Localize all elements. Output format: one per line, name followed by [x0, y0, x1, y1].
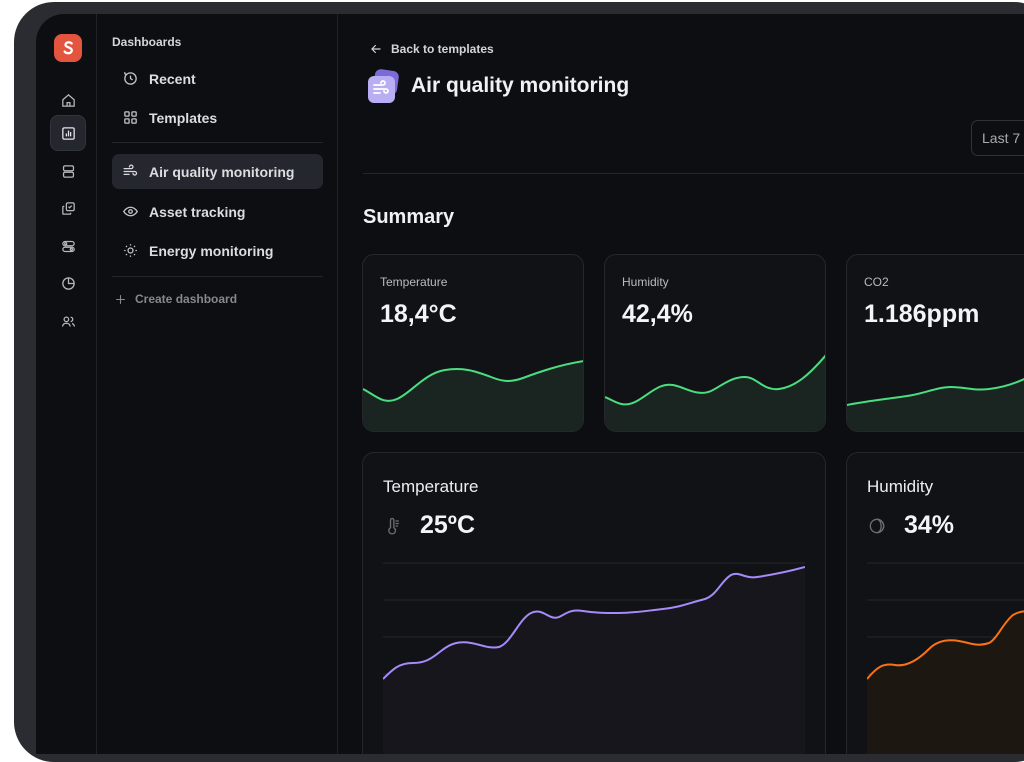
copy-check-icon: [61, 201, 75, 215]
users-icon: [61, 315, 75, 327]
thermometer-icon: [388, 517, 399, 535]
sidebar-item-label: Recent: [149, 70, 196, 87]
rail-dashboards[interactable]: [50, 115, 86, 151]
rail-home[interactable]: [50, 82, 86, 118]
sidebar-divider: [112, 142, 323, 143]
sidebar-item-energy[interactable]: Energy monitoring: [112, 233, 323, 268]
sidebar-divider: [112, 276, 323, 277]
sidebar-item-label: Air quality monitoring: [149, 163, 295, 180]
back-label: Back to templates: [391, 42, 494, 56]
wind-icon: [123, 164, 138, 176]
home-icon: [61, 93, 75, 107]
database-icon: [62, 164, 74, 178]
sidebar-item-label: Energy monitoring: [149, 242, 274, 259]
rail-data[interactable]: [50, 153, 86, 189]
dashboard-template-icon: [368, 69, 399, 103]
sidebar-item-recent[interactable]: Recent: [112, 61, 323, 96]
detail-value: 34%: [904, 511, 955, 539]
sidebar-heading: Dashboards: [112, 35, 182, 49]
bar-chart-icon: [61, 126, 75, 140]
logo-icon: [63, 41, 73, 55]
summary-heading: Summary: [363, 206, 455, 228]
co2-sparkline: [847, 378, 1024, 431]
detail-value: 25ºC: [420, 511, 475, 539]
humidity-line-chart: [867, 562, 1024, 754]
clock-icon: [124, 72, 137, 85]
create-dashboard-label: Create dashboard: [135, 292, 238, 306]
plus-icon: [116, 294, 125, 304]
kpi-value: 42,4%: [622, 300, 693, 328]
kpi-value: 1.186ppm: [864, 300, 980, 328]
kpi-value: 18,4°C: [380, 300, 457, 328]
sidebar-item-air-quality[interactable]: Air quality monitoring: [112, 154, 323, 189]
kpi-card-co2[interactable]: CO2 1.186ppm: [846, 254, 1024, 432]
toggles-icon: [61, 240, 75, 252]
temperature-sparkline: [363, 360, 583, 431]
page-title: Air quality monitoring: [411, 74, 630, 97]
back-to-templates-link[interactable]: Back to templates: [369, 42, 494, 56]
grid-icon: [124, 111, 137, 124]
sidebar-item-asset-tracking[interactable]: Asset tracking: [112, 194, 323, 229]
kpi-card-humidity[interactable]: Humidity 42,4%: [604, 254, 826, 432]
temperature-line-chart: [383, 562, 805, 754]
rail-rules[interactable]: [50, 190, 86, 226]
pie-chart-icon: [61, 276, 75, 290]
kpi-label: Temperature: [380, 275, 448, 289]
moon-phase-icon: [869, 518, 885, 534]
date-range-select[interactable]: Last 7 days: [971, 120, 1024, 156]
dashboards-sidebar: Dashboards Recent Templates Air quality …: [97, 14, 338, 754]
device-frame: Dashboards Recent Templates Air quality …: [14, 2, 1024, 762]
kpi-card-temperature[interactable]: Temperature 18,4°C: [362, 254, 584, 432]
kpi-label: CO2: [864, 275, 889, 289]
eye-icon: [123, 206, 138, 217]
header-divider: [363, 173, 1024, 174]
main-content: Back to templates Air quality monitoring…: [339, 14, 1024, 754]
rail-analytics[interactable]: [50, 265, 86, 301]
detail-label: Humidity: [867, 477, 934, 496]
humidity-detail-card[interactable]: Humidity 34%: [846, 452, 1024, 754]
app-window: Dashboards Recent Templates Air quality …: [36, 14, 1024, 754]
arrow-left-icon: [371, 44, 381, 54]
create-dashboard-button[interactable]: Create dashboard: [114, 292, 237, 306]
sidebar-item-templates[interactable]: Templates: [112, 100, 323, 135]
rail-controls[interactable]: [50, 228, 86, 264]
humidity-sparkline: [605, 354, 825, 431]
sidebar-item-label: Asset tracking: [149, 203, 246, 220]
rail-users[interactable]: [50, 303, 86, 339]
temperature-detail-card[interactable]: Temperature 25ºC: [362, 452, 826, 754]
app-logo[interactable]: [54, 34, 82, 62]
detail-label: Temperature: [383, 477, 479, 496]
sidebar-item-label: Templates: [149, 109, 218, 126]
sun-icon: [124, 244, 137, 257]
kpi-label: Humidity: [622, 275, 669, 289]
icon-rail: [36, 14, 97, 754]
